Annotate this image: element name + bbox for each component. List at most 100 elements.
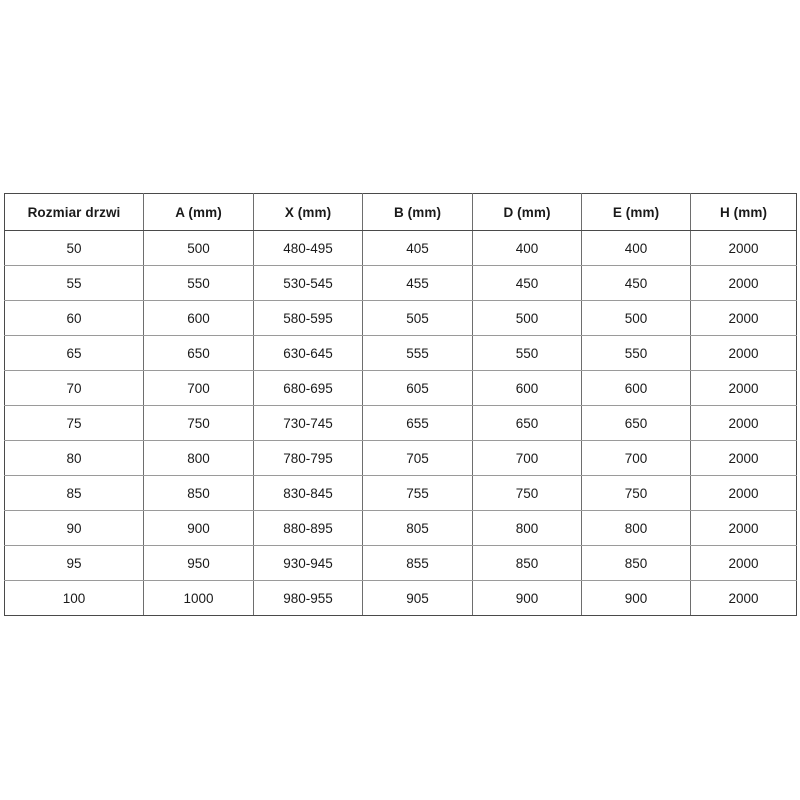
cell-b: 655 bbox=[362, 405, 473, 441]
table-row: 80 800 780-795 705 700 700 2000 bbox=[4, 440, 797, 476]
cell-rozmiar-drzwi: 90 bbox=[4, 510, 144, 546]
cell-d: 750 bbox=[472, 475, 582, 511]
cell-rozmiar-drzwi: 85 bbox=[4, 475, 144, 511]
table-row: 70 700 680-695 605 600 600 2000 bbox=[4, 370, 797, 406]
cell-e: 400 bbox=[581, 230, 691, 266]
table-row: 50 500 480-495 405 400 400 2000 bbox=[4, 230, 797, 266]
cell-e: 800 bbox=[581, 510, 691, 546]
cell-x: 980-955 bbox=[253, 580, 363, 616]
cell-d: 900 bbox=[472, 580, 582, 616]
cell-e: 550 bbox=[581, 335, 691, 371]
cell-x: 730-745 bbox=[253, 405, 363, 441]
cell-d: 400 bbox=[472, 230, 582, 266]
cell-h: 2000 bbox=[690, 545, 797, 581]
door-size-specification-table: Rozmiar drzwi A (mm) X (mm) B (mm) D (mm… bbox=[4, 193, 797, 616]
cell-rozmiar-drzwi: 80 bbox=[4, 440, 144, 476]
column-header-a: A (mm) bbox=[143, 193, 254, 231]
cell-h: 2000 bbox=[690, 510, 797, 546]
cell-h: 2000 bbox=[690, 230, 797, 266]
cell-rozmiar-drzwi: 100 bbox=[4, 580, 144, 616]
cell-a: 850 bbox=[143, 475, 254, 511]
table-row: 65 650 630-645 555 550 550 2000 bbox=[4, 335, 797, 371]
cell-a: 950 bbox=[143, 545, 254, 581]
cell-rozmiar-drzwi: 60 bbox=[4, 300, 144, 336]
cell-d: 800 bbox=[472, 510, 582, 546]
cell-x: 580-595 bbox=[253, 300, 363, 336]
cell-rozmiar-drzwi: 75 bbox=[4, 405, 144, 441]
cell-rozmiar-drzwi: 55 bbox=[4, 265, 144, 301]
cell-x: 830-845 bbox=[253, 475, 363, 511]
cell-x: 530-545 bbox=[253, 265, 363, 301]
cell-x: 880-895 bbox=[253, 510, 363, 546]
cell-a: 600 bbox=[143, 300, 254, 336]
cell-h: 2000 bbox=[690, 580, 797, 616]
cell-b: 755 bbox=[362, 475, 473, 511]
table-row: 100 1000 980-955 905 900 900 2000 bbox=[4, 580, 797, 616]
cell-e: 500 bbox=[581, 300, 691, 336]
cell-h: 2000 bbox=[690, 300, 797, 336]
table-row: 75 750 730-745 655 650 650 2000 bbox=[4, 405, 797, 441]
cell-rozmiar-drzwi: 70 bbox=[4, 370, 144, 406]
cell-b: 705 bbox=[362, 440, 473, 476]
cell-e: 700 bbox=[581, 440, 691, 476]
column-header-b: B (mm) bbox=[362, 193, 473, 231]
cell-e: 650 bbox=[581, 405, 691, 441]
cell-a: 750 bbox=[143, 405, 254, 441]
cell-a: 800 bbox=[143, 440, 254, 476]
cell-rozmiar-drzwi: 65 bbox=[4, 335, 144, 371]
cell-b: 405 bbox=[362, 230, 473, 266]
cell-a: 900 bbox=[143, 510, 254, 546]
cell-d: 700 bbox=[472, 440, 582, 476]
cell-d: 600 bbox=[472, 370, 582, 406]
cell-d: 850 bbox=[472, 545, 582, 581]
cell-e: 600 bbox=[581, 370, 691, 406]
cell-h: 2000 bbox=[690, 335, 797, 371]
cell-h: 2000 bbox=[690, 370, 797, 406]
cell-e: 450 bbox=[581, 265, 691, 301]
cell-b: 905 bbox=[362, 580, 473, 616]
table-header: Rozmiar drzwi A (mm) X (mm) B (mm) D (mm… bbox=[4, 193, 797, 231]
column-header-h: H (mm) bbox=[690, 193, 797, 231]
cell-b: 505 bbox=[362, 300, 473, 336]
cell-x: 630-645 bbox=[253, 335, 363, 371]
table-row: 60 600 580-595 505 500 500 2000 bbox=[4, 300, 797, 336]
cell-x: 930-945 bbox=[253, 545, 363, 581]
cell-d: 650 bbox=[472, 405, 582, 441]
cell-d: 550 bbox=[472, 335, 582, 371]
cell-x: 480-495 bbox=[253, 230, 363, 266]
cell-x: 780-795 bbox=[253, 440, 363, 476]
cell-rozmiar-drzwi: 50 bbox=[4, 230, 144, 266]
cell-e: 750 bbox=[581, 475, 691, 511]
cell-x: 680-695 bbox=[253, 370, 363, 406]
cell-b: 805 bbox=[362, 510, 473, 546]
cell-a: 550 bbox=[143, 265, 254, 301]
column-header-rozmiar-drzwi: Rozmiar drzwi bbox=[4, 193, 144, 231]
cell-a: 650 bbox=[143, 335, 254, 371]
cell-h: 2000 bbox=[690, 440, 797, 476]
cell-b: 855 bbox=[362, 545, 473, 581]
table-row: 85 850 830-845 755 750 750 2000 bbox=[4, 475, 797, 511]
table-header-row: Rozmiar drzwi A (mm) X (mm) B (mm) D (mm… bbox=[4, 193, 797, 231]
cell-e: 900 bbox=[581, 580, 691, 616]
table-body: 50 500 480-495 405 400 400 2000 55 550 5… bbox=[4, 230, 797, 616]
cell-a: 500 bbox=[143, 230, 254, 266]
table-row: 90 900 880-895 805 800 800 2000 bbox=[4, 510, 797, 546]
specification-table-container: Rozmiar drzwi A (mm) X (mm) B (mm) D (mm… bbox=[4, 193, 797, 616]
cell-e: 850 bbox=[581, 545, 691, 581]
table-row: 55 550 530-545 455 450 450 2000 bbox=[4, 265, 797, 301]
cell-b: 605 bbox=[362, 370, 473, 406]
column-header-d: D (mm) bbox=[472, 193, 582, 231]
cell-d: 500 bbox=[472, 300, 582, 336]
table-row: 95 950 930-945 855 850 850 2000 bbox=[4, 545, 797, 581]
column-header-x: X (mm) bbox=[253, 193, 363, 231]
cell-h: 2000 bbox=[690, 475, 797, 511]
cell-a: 700 bbox=[143, 370, 254, 406]
cell-rozmiar-drzwi: 95 bbox=[4, 545, 144, 581]
cell-b: 555 bbox=[362, 335, 473, 371]
cell-h: 2000 bbox=[690, 405, 797, 441]
cell-h: 2000 bbox=[690, 265, 797, 301]
cell-a: 1000 bbox=[143, 580, 254, 616]
cell-d: 450 bbox=[472, 265, 582, 301]
column-header-e: E (mm) bbox=[581, 193, 691, 231]
